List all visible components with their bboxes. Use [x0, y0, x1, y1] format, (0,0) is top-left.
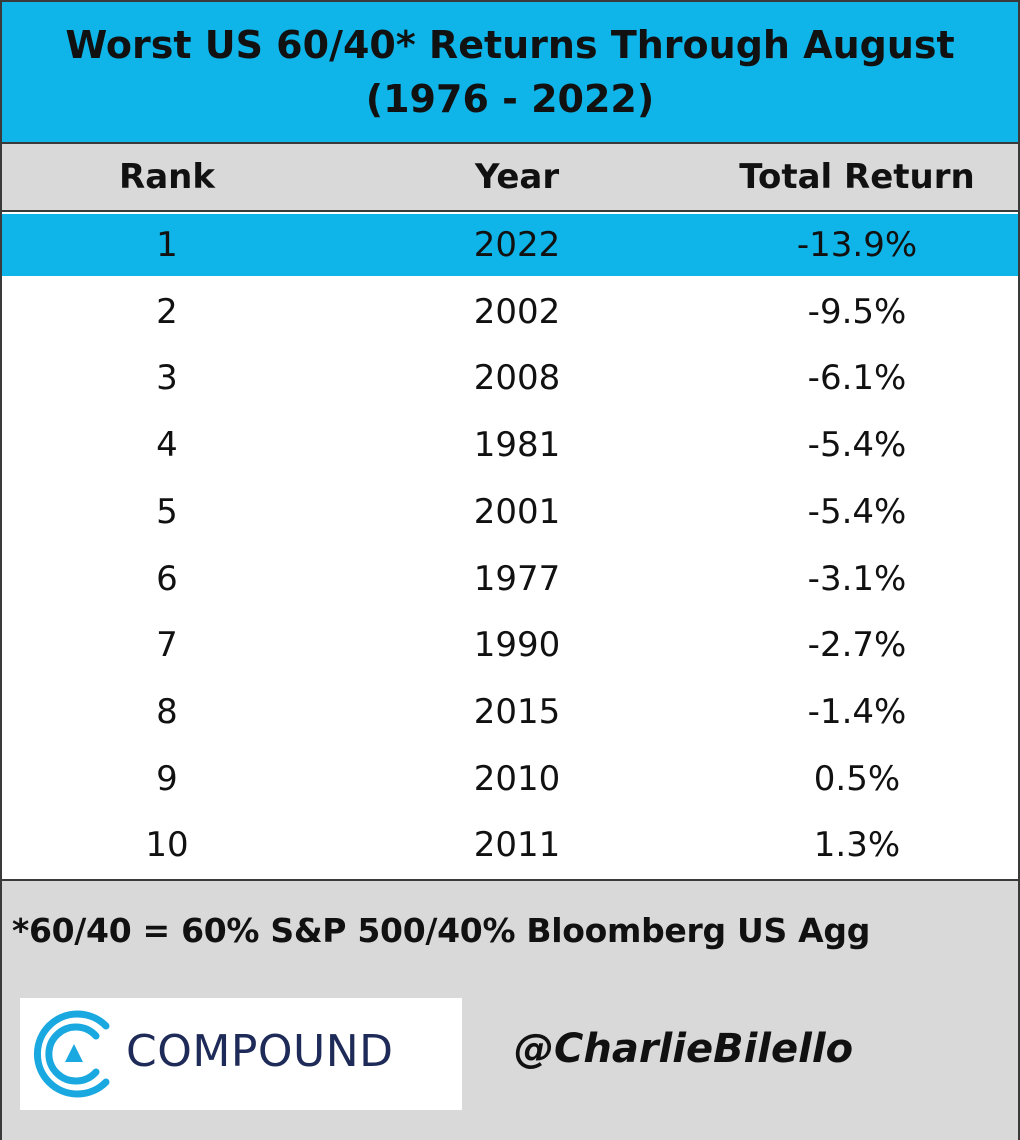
table-row: 3 2008 -6.1% — [2, 347, 1018, 409]
total-return-cell: 1.3% — [813, 825, 901, 866]
year-cell: 2015 — [473, 691, 561, 732]
table-row: 7 1990 -2.7% — [2, 614, 1018, 676]
rank-cell: 10 — [145, 825, 189, 866]
table-row: 8 2015 -1.4% — [2, 681, 1018, 743]
column-header-year: Year — [474, 157, 560, 197]
year-cell: 2011 — [473, 825, 561, 866]
rank-cell: 4 — [156, 425, 178, 466]
table-header: Rank Year Total Return — [2, 144, 1018, 212]
total-return-cell: 0.5% — [813, 758, 901, 799]
chart-title: Worst US 60/40* Returns Through August — [65, 23, 955, 67]
year-cell: 1990 — [473, 625, 561, 666]
rank-cell: 5 — [156, 491, 178, 532]
rank-cell: 7 — [156, 625, 178, 666]
table-row: 4 1981 -5.4% — [2, 414, 1018, 476]
table-row: 1 2022 -13.9% — [2, 214, 1018, 276]
table-row: 2 2002 -9.5% — [2, 281, 1018, 343]
year-cell: 2010 — [473, 758, 561, 799]
year-cell: 1977 — [473, 558, 561, 599]
twitter-handle: @CharlieBilello — [514, 1026, 854, 1072]
year-cell: 2008 — [473, 358, 561, 399]
total-return-cell: -5.4% — [807, 425, 907, 466]
table-row: 9 2010 0.5% — [2, 748, 1018, 810]
total-return-cell: -1.4% — [807, 691, 907, 732]
total-return-cell: -3.1% — [807, 558, 907, 599]
rank-cell: 9 — [156, 758, 178, 799]
year-cell: 2001 — [473, 491, 561, 532]
compound-logo-icon — [33, 1010, 110, 1098]
table-body: 1 2022 -13.9% 2 2002 -9.5% 3 2008 -6.1% 4 1981 -5.4… — [2, 212, 1018, 879]
compound-logo: COMPOUND — [20, 998, 462, 1110]
column-header-rank: Rank — [119, 157, 215, 197]
table-row: 6 1977 -3.1% — [2, 548, 1018, 610]
chart-subtitle: (1976 - 2022) — [365, 77, 655, 121]
rank-cell: 3 — [156, 358, 178, 399]
compound-logo-text: COMPOUND — [126, 1026, 394, 1077]
year-cell: 2022 — [473, 225, 561, 265]
total-return-cell: -2.7% — [807, 625, 907, 666]
total-return-cell: -9.5% — [807, 291, 907, 332]
rank-cell: 8 — [156, 691, 178, 732]
column-header-total-return: Total Return — [739, 157, 975, 197]
total-return-cell: -6.1% — [807, 358, 907, 399]
title-block: Worst US 60/40* Returns Through August (… — [2, 2, 1018, 144]
footnote: *60/40 = 60% S&P 500/40% Bloomberg US Ag… — [12, 911, 871, 950]
year-cell: 1981 — [473, 425, 561, 466]
total-return-cell: -5.4% — [807, 491, 907, 532]
table-row: 10 2011 1.3% — [2, 814, 1018, 876]
year-cell: 2002 — [473, 291, 561, 332]
table-row: 5 2001 -5.4% — [2, 481, 1018, 543]
rank-cell: 6 — [156, 558, 178, 599]
rank-cell: 2 — [156, 291, 178, 332]
footer: *60/40 = 60% S&P 500/40% Bloomberg US Ag… — [2, 879, 1018, 1140]
total-return-cell: -13.9% — [796, 225, 918, 265]
rank-cell: 1 — [156, 225, 178, 265]
